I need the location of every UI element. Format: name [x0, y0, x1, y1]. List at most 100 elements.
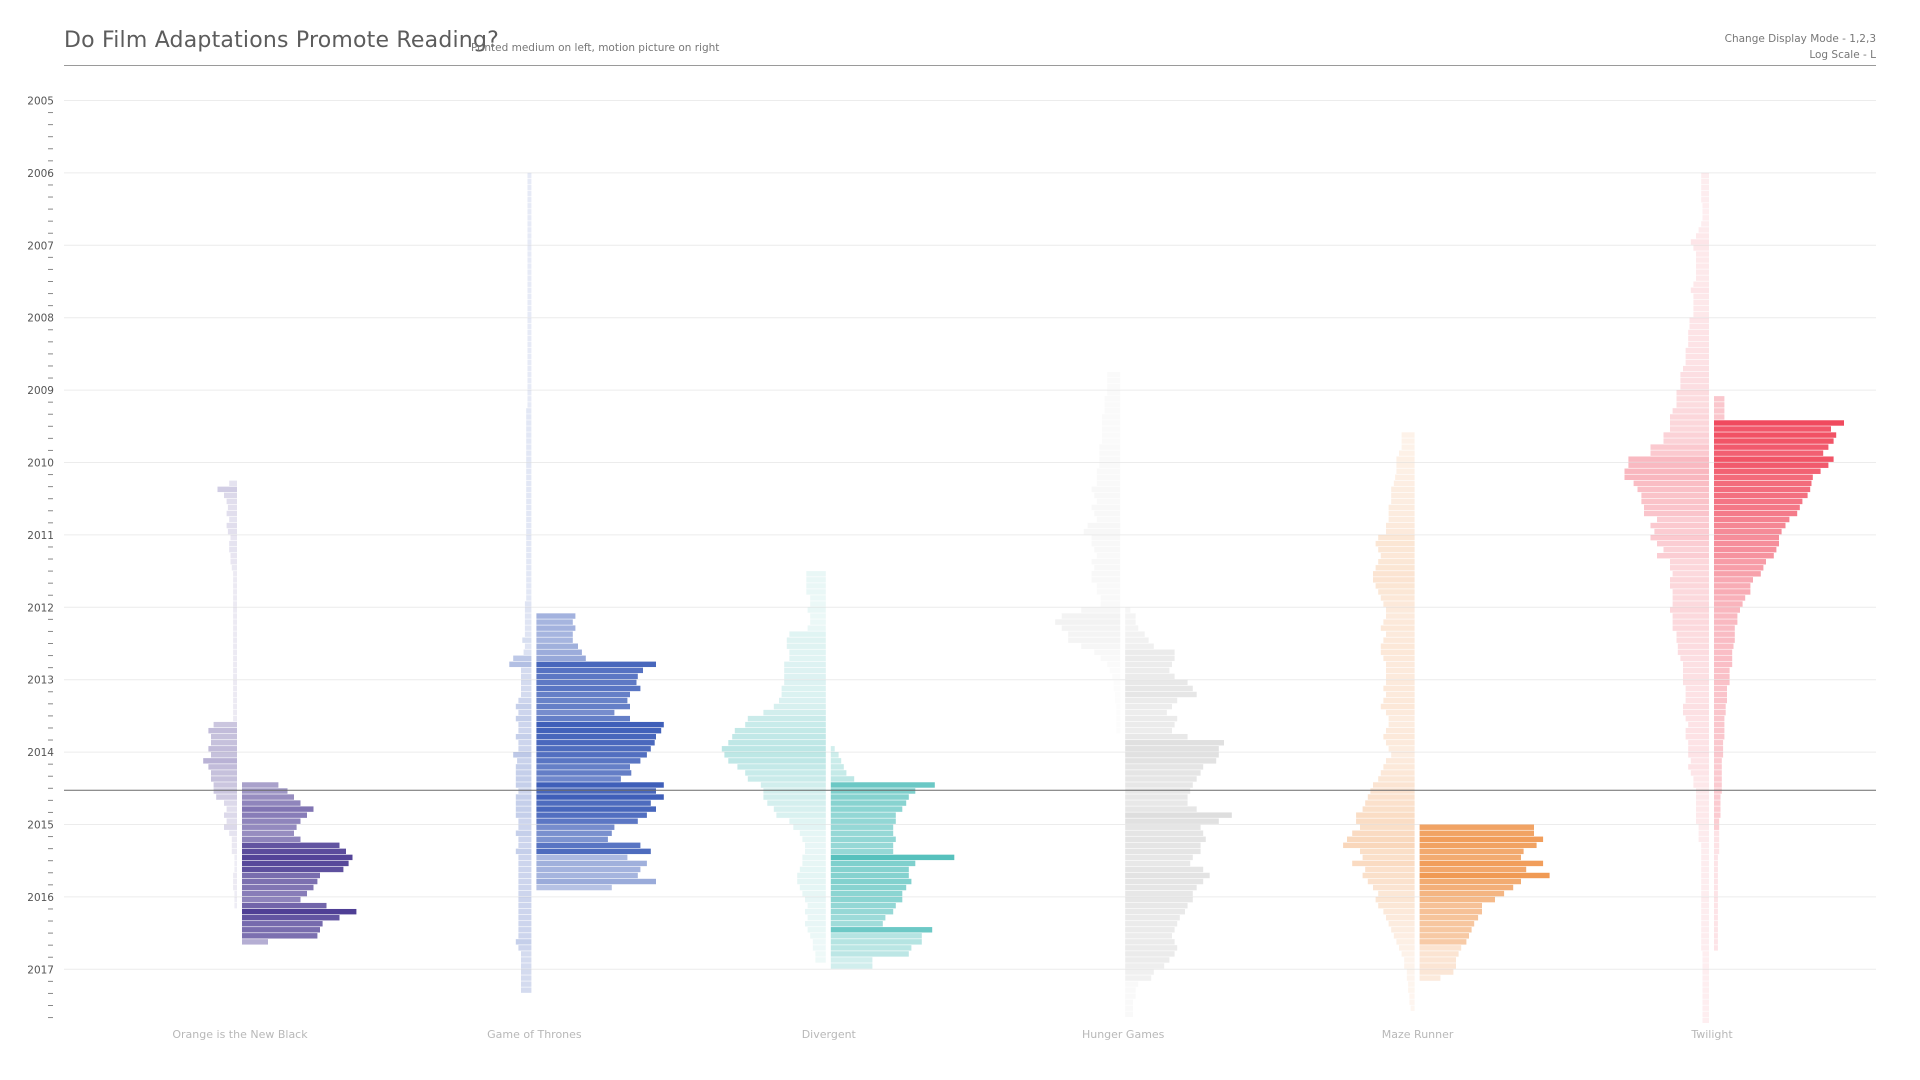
film-bar: [1125, 866, 1204, 873]
book-bar: [1650, 534, 1709, 541]
book-bar: [1676, 390, 1709, 396]
book-bar: [527, 390, 532, 396]
book-bar: [1688, 752, 1709, 758]
book-bar: [527, 329, 532, 336]
book-bar: [1378, 902, 1415, 909]
film-bar: [1125, 878, 1204, 885]
book-bar: [1406, 975, 1415, 981]
book-bar: [1410, 1005, 1415, 1011]
book-bar: [518, 824, 532, 830]
book-bar: [1096, 516, 1121, 523]
year-tick-label: 2009: [27, 385, 54, 397]
film-bar: [1714, 528, 1782, 535]
film-bar: [1125, 727, 1172, 734]
book-bar: [1701, 872, 1709, 879]
book-bar: [1094, 510, 1121, 517]
book-bar: [211, 770, 237, 776]
book-bar: [521, 667, 532, 674]
book-bar: [527, 378, 532, 384]
film-bar: [1125, 770, 1201, 776]
film-bar: [242, 806, 314, 812]
keyboard-hints: Change Display Mode - 1,2,3 Log Scale - …: [1725, 31, 1876, 63]
film-bar: [1125, 987, 1136, 993]
book-bar: [526, 577, 532, 583]
book-bar: [521, 975, 532, 981]
film-bar: [1125, 860, 1191, 867]
book-bar: [1696, 818, 1709, 824]
film-bar: [536, 715, 630, 722]
book-bar: [1676, 631, 1709, 637]
book-bar: [1696, 806, 1709, 812]
film-bar: [1714, 655, 1733, 661]
film-bar: [1125, 709, 1167, 716]
film-bar: [830, 758, 842, 764]
book-bar: [1701, 848, 1709, 855]
film-bar: [830, 806, 903, 812]
book-bar: [216, 794, 237, 800]
book-bar: [515, 794, 532, 800]
book-bar: [1409, 993, 1415, 999]
book-bar: [527, 221, 532, 227]
film-bar: [242, 939, 268, 945]
book-bar: [784, 679, 826, 686]
book-bar: [1696, 800, 1709, 806]
book-bar: [515, 734, 532, 740]
film-bar: [536, 854, 628, 861]
book-bar: [1657, 540, 1709, 547]
book-bar: [1696, 257, 1709, 263]
film-bar: [830, 896, 903, 903]
book-bar: [1702, 209, 1709, 215]
book-bar: [776, 812, 826, 818]
book-bar: [1701, 896, 1709, 903]
book-bar: [1628, 462, 1709, 468]
film-bar: [536, 878, 656, 885]
film-bar: [242, 896, 301, 903]
book-bar: [1396, 939, 1415, 945]
book-bar: [233, 643, 237, 649]
film-bar: [1714, 504, 1800, 511]
book-bar: [517, 758, 532, 764]
book-bar: [1399, 450, 1415, 456]
book-bar: [527, 215, 532, 221]
year-tick-label: 2013: [27, 675, 54, 687]
book-bar: [1701, 927, 1709, 933]
book-bar: [1099, 456, 1121, 462]
book-bar: [802, 836, 826, 842]
film-bar: [242, 842, 340, 849]
book-bar: [810, 619, 826, 625]
book-bar: [229, 516, 237, 523]
book-bar: [211, 734, 237, 740]
film-bar: [242, 800, 301, 806]
film-bar: [1714, 474, 1813, 480]
film-bar: [830, 951, 909, 957]
book-bar: [1409, 999, 1415, 1005]
film-bar: [1714, 462, 1829, 468]
book-bar: [527, 384, 532, 390]
book-bar: [521, 981, 532, 987]
film-bar: [1714, 794, 1721, 800]
book-bar: [1375, 565, 1415, 571]
series-label: Hunger Games: [1082, 1028, 1165, 1041]
book-bar: [1702, 957, 1709, 963]
film-bar: [1714, 770, 1722, 776]
film-bar: [830, 921, 883, 927]
book-bar: [226, 510, 237, 517]
film-bar: [830, 884, 907, 891]
book-bar: [1113, 685, 1121, 692]
film-bar: [1125, 975, 1152, 981]
book-bar: [1672, 589, 1709, 595]
book-bar: [806, 577, 826, 583]
book-bar: [1672, 613, 1709, 619]
film-bar: [536, 842, 641, 849]
book-bar: [1370, 788, 1415, 794]
film-bar: [1125, 1011, 1133, 1017]
book-bar: [1680, 384, 1709, 390]
film-bar: [1714, 625, 1735, 631]
book-bar: [1701, 933, 1709, 939]
book-bar: [728, 740, 826, 746]
film-bar: [1714, 432, 1837, 438]
film-bar: [1714, 534, 1779, 541]
film-bar: [1125, 957, 1170, 963]
film-bar: [830, 945, 912, 951]
film-bar: [1125, 1005, 1133, 1011]
